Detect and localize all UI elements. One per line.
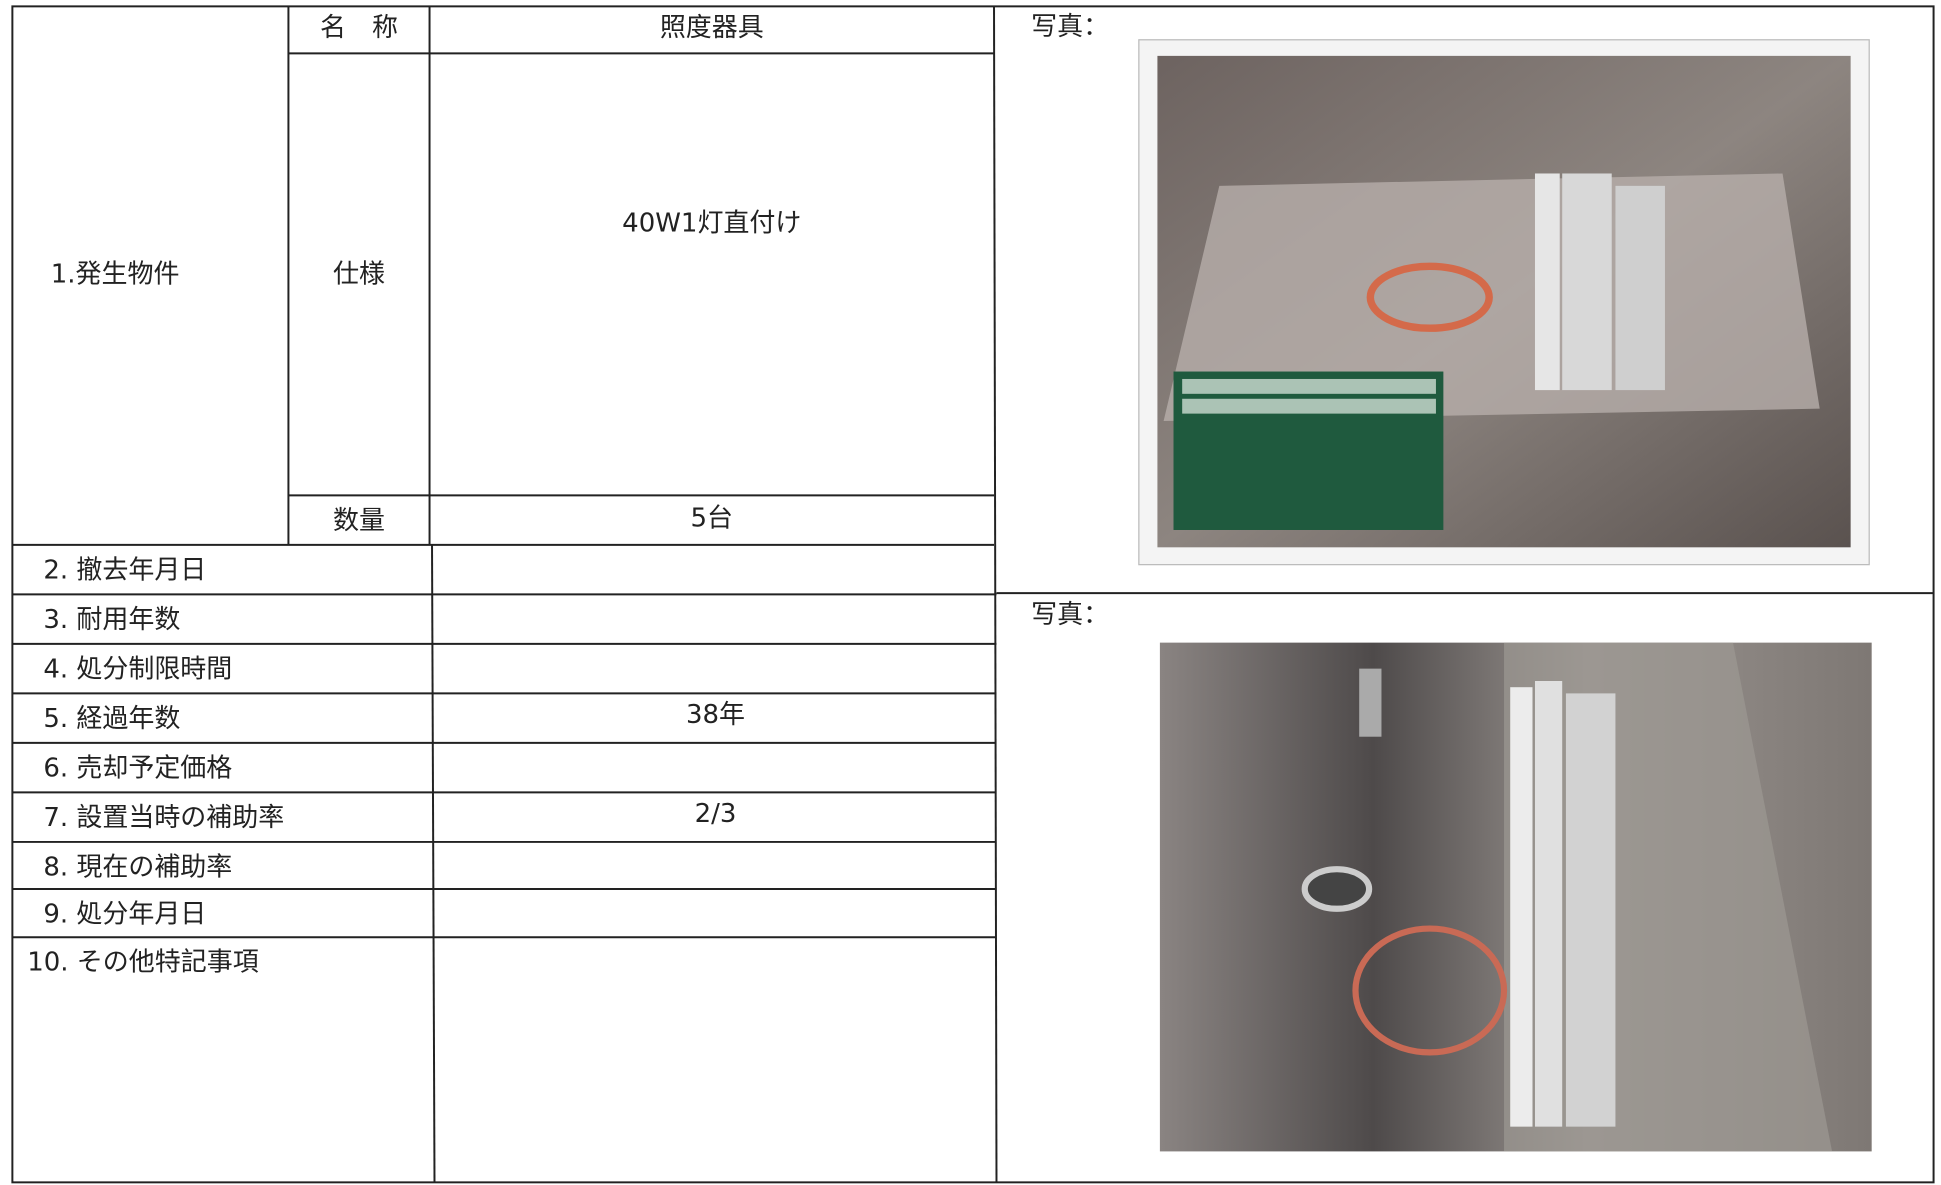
row-value: 38年: [686, 700, 745, 730]
row-value: 2/3: [695, 799, 737, 829]
row-label: 6. 売却予定価格: [43, 753, 232, 783]
row-label: 4. 処分制限時間: [43, 654, 232, 684]
name-value: 照度器具: [660, 13, 764, 43]
spec-label: 仕様: [333, 259, 385, 289]
row-label: 9. 処分年月日: [43, 899, 206, 929]
name-label: 名 称: [320, 13, 398, 43]
rows: 2. 撤去年月日 3. 耐用年数 4. 処分制限時間 5. 経過年数 38年 6. 売却予…: [12, 555, 997, 978]
photo-label: 写真：: [1031, 600, 1109, 630]
item-label: 1.発生物件: [51, 259, 180, 289]
table-grid: [11, 5, 1935, 1184]
row-label: 5. 経過年数: [43, 704, 180, 734]
row-label: 3. 耐用年数: [43, 605, 180, 635]
quantity-label: 数量: [333, 506, 385, 536]
photo: [1138, 39, 1870, 566]
row-label: 7. 設置当時の補助率: [43, 803, 284, 833]
spec-value: 40W1灯直付け: [622, 209, 801, 239]
row-label: 10. その他特記事項: [27, 948, 258, 978]
photo: [1159, 642, 1872, 1152]
row-label: 8. 現在の補助率: [43, 852, 232, 882]
quantity-value: 5台: [691, 503, 734, 533]
row-label: 2. 撤去年月日: [43, 555, 206, 585]
photo-label: 写真：: [1031, 12, 1109, 42]
